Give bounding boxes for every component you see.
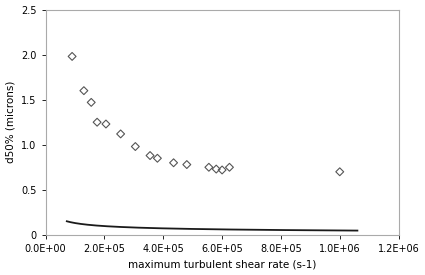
Point — [184, 162, 190, 167]
Y-axis label: d50% (microns): d50% (microns) — [6, 81, 16, 163]
X-axis label: maximum turbulent shear rate (s-1): maximum turbulent shear rate (s-1) — [128, 259, 316, 270]
Point — [213, 167, 220, 171]
Point — [132, 144, 139, 149]
Point — [219, 168, 226, 172]
Point — [147, 153, 153, 158]
Point — [102, 122, 109, 126]
Point — [336, 170, 343, 174]
Point — [80, 89, 87, 93]
Point — [117, 132, 124, 136]
Point — [88, 100, 95, 104]
Point — [226, 165, 233, 169]
Point — [205, 165, 212, 169]
Point — [69, 54, 76, 59]
Point — [154, 156, 161, 160]
Point — [94, 120, 100, 124]
Point — [170, 161, 177, 165]
